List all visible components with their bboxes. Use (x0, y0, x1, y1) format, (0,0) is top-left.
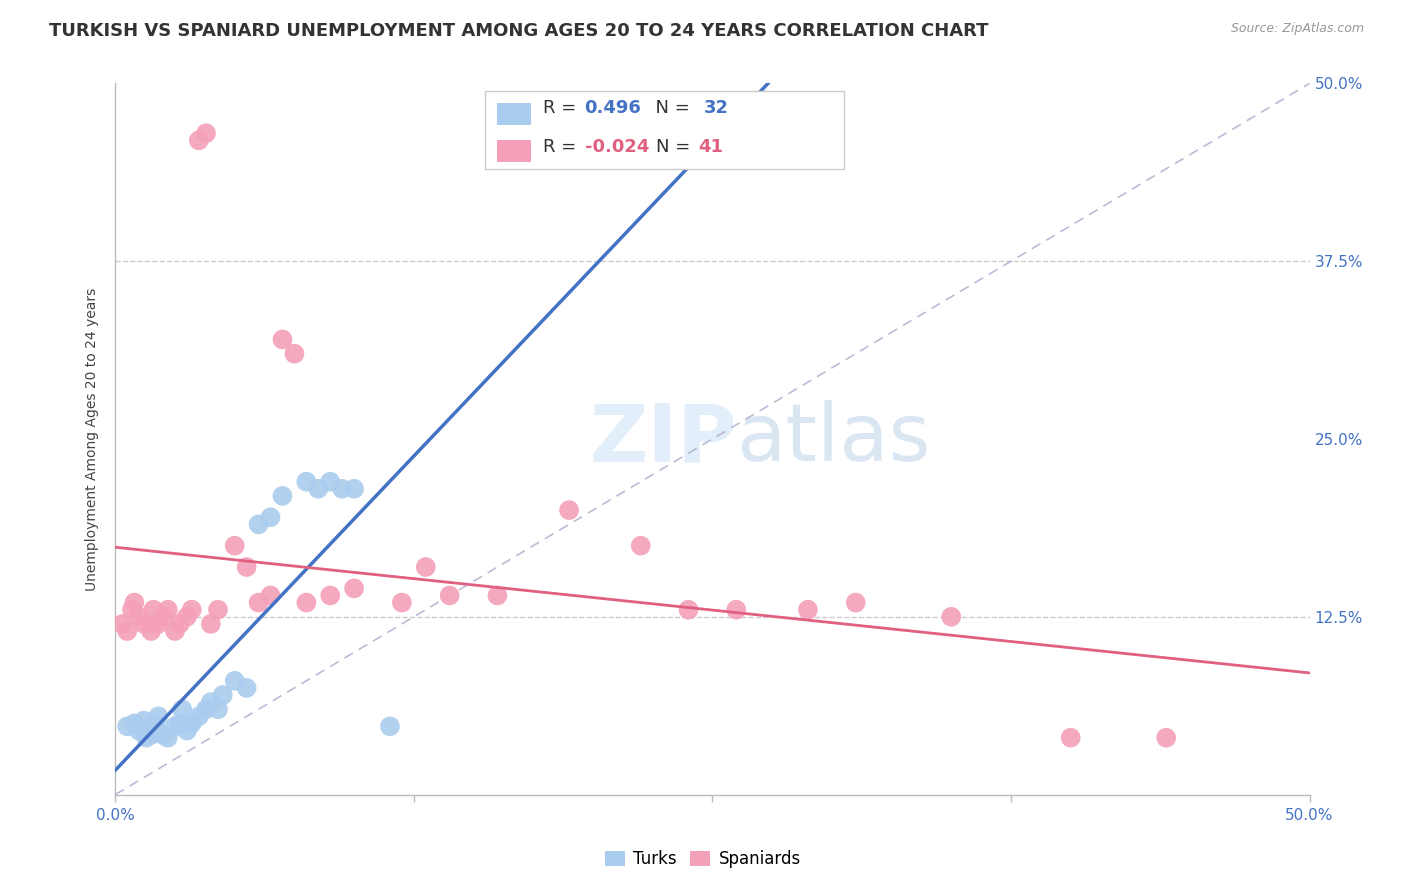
Point (378, 719, 401, 733)
Point (630, 539, 652, 553)
Text: N =: N = (644, 99, 696, 118)
Point (111, 616, 134, 631)
Point (211, 688, 233, 702)
Point (439, 589, 461, 603)
Point (163, 624, 186, 638)
Point (235, 681, 257, 695)
Point (169, 716, 191, 731)
Point (195, 126, 218, 140)
Point (343, 582, 366, 596)
Point (319, 475, 342, 489)
Point (283, 346, 305, 360)
Point (330, 482, 353, 496)
Point (200, 695, 222, 709)
Point (180, 716, 202, 731)
Point (247, 517, 270, 532)
Point (163, 719, 186, 733)
Point (135, 731, 157, 745)
Point (235, 560, 257, 574)
Text: -0.024: -0.024 (585, 138, 650, 156)
Point (319, 589, 342, 603)
Point (152, 728, 174, 742)
Bar (498, 103, 531, 125)
Point (207, 702, 229, 716)
Text: N =: N = (657, 138, 696, 156)
Text: ZIP: ZIP (589, 400, 737, 478)
Point (558, 503, 581, 517)
Point (224, 539, 246, 553)
Point (132, 714, 155, 728)
Point (142, 603, 165, 617)
Point (725, 603, 748, 617)
Point (180, 603, 202, 617)
Point (415, 560, 437, 574)
Point (295, 475, 318, 489)
Point (307, 482, 329, 496)
Text: Source: ZipAtlas.com: Source: ZipAtlas.com (1230, 22, 1364, 36)
Point (176, 723, 198, 738)
Point (845, 596, 868, 610)
Point (132, 616, 155, 631)
Point (145, 719, 167, 733)
Point (128, 723, 150, 738)
Point (156, 603, 179, 617)
Point (128, 609, 150, 624)
Text: 0.496: 0.496 (585, 99, 641, 118)
Point (169, 616, 191, 631)
Legend: Turks, Spaniards: Turks, Spaniards (599, 844, 807, 875)
Point (124, 716, 146, 731)
Point (224, 673, 246, 688)
Text: R =: R = (543, 138, 582, 156)
Point (124, 596, 146, 610)
Text: R =: R = (543, 99, 582, 118)
Point (1060, 731, 1083, 745)
Point (941, 609, 963, 624)
Point (195, 702, 218, 716)
Point (156, 731, 179, 745)
Point (187, 133, 209, 147)
Point (172, 702, 194, 716)
Point (142, 716, 165, 731)
Point (148, 616, 170, 631)
Point (176, 609, 198, 624)
Point (343, 482, 366, 496)
Text: atlas: atlas (737, 400, 931, 478)
Point (486, 589, 509, 603)
Point (115, 624, 138, 638)
Bar (498, 140, 531, 161)
Point (295, 596, 318, 610)
Point (152, 609, 174, 624)
Point (678, 603, 700, 617)
FancyBboxPatch shape (485, 91, 844, 169)
Point (148, 709, 170, 723)
Point (139, 624, 162, 638)
Point (207, 603, 229, 617)
Point (1154, 731, 1177, 745)
Point (271, 489, 294, 503)
Point (247, 596, 270, 610)
Text: TURKISH VS SPANIARD UNEMPLOYMENT AMONG AGES 20 TO 24 YEARS CORRELATION CHART: TURKISH VS SPANIARD UNEMPLOYMENT AMONG A… (49, 22, 988, 40)
Text: 32: 32 (704, 99, 730, 118)
Point (391, 596, 413, 610)
Point (121, 603, 143, 617)
Point (797, 603, 820, 617)
Text: 41: 41 (697, 138, 723, 156)
Point (187, 709, 209, 723)
Point (259, 589, 281, 603)
Point (200, 616, 222, 631)
Point (271, 333, 294, 347)
Point (115, 719, 138, 733)
Point (259, 510, 281, 524)
Y-axis label: Unemployment Among Ages 20 to 24 years: Unemployment Among Ages 20 to 24 years (86, 287, 100, 591)
Point (139, 728, 162, 742)
